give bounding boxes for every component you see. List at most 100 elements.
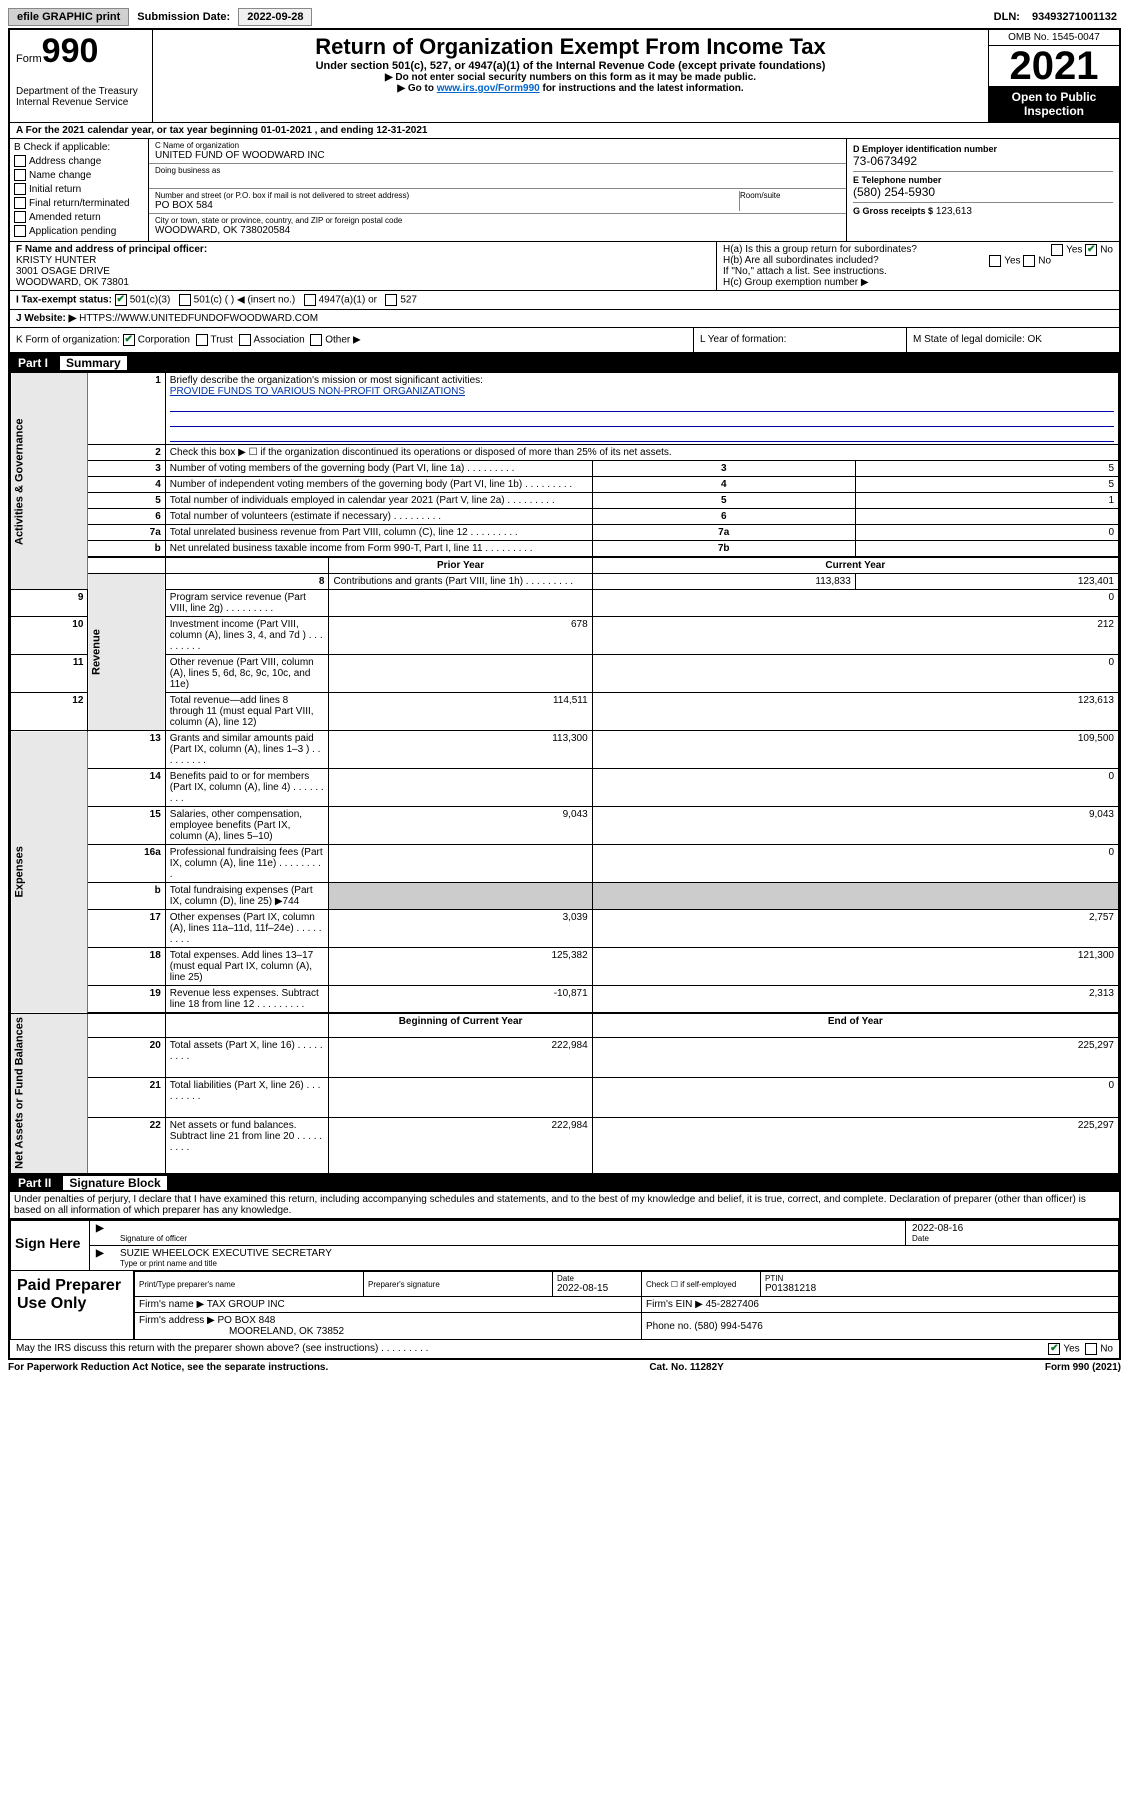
ha-no[interactable] xyxy=(1085,244,1097,256)
city-value: WOODWARD, OK 738020584 xyxy=(155,225,290,236)
part-ii-num: Part II xyxy=(18,1176,51,1190)
officer-name-value: SUZIE WHEELOCK EXECUTIVE SECRETARY xyxy=(120,1248,1112,1259)
dba-label: Doing business as xyxy=(155,166,840,175)
gross-value: 123,613 xyxy=(936,206,972,217)
line-9-prior xyxy=(329,590,592,617)
ha-label: H(a) Is this a group return for subordin… xyxy=(723,244,917,255)
line-12-desc: Total revenue—add lines 8 through 11 (mu… xyxy=(165,693,329,731)
irs-link[interactable]: www.irs.gov/Form990 xyxy=(437,83,540,94)
line-17-desc: Other expenses (Part IX, column (A), lin… xyxy=(165,910,329,948)
may-irs-no[interactable] xyxy=(1085,1343,1097,1355)
form-note-link: ▶ Go to www.irs.gov/Form990 for instruct… xyxy=(163,83,978,94)
line-3-num: 3 xyxy=(88,461,165,477)
form-number: 990 xyxy=(42,32,99,70)
line-18-num: 18 xyxy=(88,948,165,986)
check-501c[interactable] xyxy=(179,294,191,306)
hb-yes[interactable] xyxy=(989,255,1001,267)
line-14-desc: Benefits paid to or for members (Part IX… xyxy=(165,769,329,807)
check-corporation[interactable] xyxy=(123,334,135,346)
line-7a-val: 0 xyxy=(855,525,1118,541)
website-value: HTTPS://WWW.UNITEDFUNDOFWOODWARD.COM xyxy=(79,313,318,324)
check-527[interactable] xyxy=(385,294,397,306)
line-16a-current: 0 xyxy=(592,845,1118,883)
line-16b-num: b xyxy=(88,883,165,910)
check-final-return[interactable] xyxy=(14,197,26,209)
line-4-box: 4 xyxy=(592,477,855,493)
line-15-prior: 9,043 xyxy=(329,807,592,845)
line-19-num: 19 xyxy=(88,986,165,1014)
ptin-value: P01381218 xyxy=(765,1283,1114,1294)
hb-no[interactable] xyxy=(1023,255,1035,267)
check-name-change[interactable] xyxy=(14,169,26,181)
line-7a-num: 7a xyxy=(88,525,165,541)
form-word: Form xyxy=(16,53,42,65)
line-8-num: 8 xyxy=(165,574,329,590)
may-irs-yes[interactable] xyxy=(1048,1343,1060,1355)
line-10-current: 212 xyxy=(592,617,1118,655)
line-22-desc: Net assets or fund balances. Subtract li… xyxy=(165,1117,329,1173)
check-other[interactable] xyxy=(310,334,322,346)
lbl-final-return: Final return/terminated xyxy=(29,198,130,209)
line-9-current: 0 xyxy=(592,590,1118,617)
col-begin-year: Beginning of Current Year xyxy=(329,1013,592,1037)
check-address-change[interactable] xyxy=(14,155,26,167)
check-trust[interactable] xyxy=(196,334,208,346)
opt-other: Other ▶ xyxy=(325,335,360,346)
part-i-header: Part I Summary xyxy=(10,354,1119,372)
lbl-name-change: Name change xyxy=(29,170,91,181)
line-3-val: 5 xyxy=(855,461,1118,477)
dln-value: 93493271001132 xyxy=(1028,11,1121,23)
line-9-desc: Program service revenue (Part VIII, line… xyxy=(165,590,329,617)
check-initial-return[interactable] xyxy=(14,183,26,195)
line-5-val: 1 xyxy=(855,493,1118,509)
ha-yes[interactable] xyxy=(1051,244,1063,256)
ein-label: D Employer identification number xyxy=(853,144,1113,154)
line-20-end: 225,297 xyxy=(592,1037,1118,1077)
line-6-val xyxy=(855,509,1118,525)
line-17-current: 2,757 xyxy=(592,910,1118,948)
city-label: City or town, state or province, country… xyxy=(155,216,840,225)
lbl-address-change: Address change xyxy=(29,156,101,167)
org-name-label: C Name of organization xyxy=(155,141,840,150)
section-net-assets: Net Assets or Fund Balances xyxy=(11,1013,88,1174)
tel-label: E Telephone number xyxy=(853,175,1113,185)
efile-print-button[interactable]: efile GRAPHIC print xyxy=(8,8,129,26)
dept-treasury: Department of the Treasury xyxy=(16,86,146,97)
gross-label: G Gross receipts $ xyxy=(853,206,933,216)
top-toolbar: efile GRAPHIC print Submission Date: 202… xyxy=(8,8,1121,26)
line-11-current: 0 xyxy=(592,655,1118,693)
line-3-box: 3 xyxy=(592,461,855,477)
line-13-num: 13 xyxy=(88,731,165,769)
col-h-group: H(a) Is this a group return for subordin… xyxy=(717,242,1119,290)
opt-527: 527 xyxy=(400,295,417,306)
check-4947[interactable] xyxy=(304,294,316,306)
check-amended-return[interactable] xyxy=(14,211,26,223)
ein-value: 73-0673492 xyxy=(853,154,917,168)
row-j-website: J Website: ▶ HTTPS://WWW.UNITEDFUNDOFWOO… xyxy=(10,310,1119,328)
line-7a-box: 7a xyxy=(592,525,855,541)
part-i-table: Activities & Governance 1 Briefly descri… xyxy=(10,372,1119,1174)
may-irs-row: May the IRS discuss this return with the… xyxy=(10,1340,1119,1358)
opt-corporation: Corporation xyxy=(138,335,190,346)
line-7b-box: 7b xyxy=(592,541,855,558)
line-14-current: 0 xyxy=(592,769,1118,807)
inspect-line1: Open to Public xyxy=(1012,90,1097,104)
line-15-num: 15 xyxy=(88,807,165,845)
line-5-num: 5 xyxy=(88,493,165,509)
sig-date-value: 2022-08-16 xyxy=(912,1223,1112,1234)
page-footer: For Paperwork Reduction Act Notice, see … xyxy=(8,1360,1121,1373)
check-application-pending[interactable] xyxy=(14,225,26,237)
tax-year: 2021 xyxy=(989,46,1119,86)
firm-phone-value: (580) 994-5476 xyxy=(694,1321,762,1332)
irs-label: Internal Revenue Service xyxy=(16,97,146,108)
section-governance: Activities & Governance xyxy=(11,373,88,590)
check-501c3[interactable] xyxy=(115,294,127,306)
line-9-num: 9 xyxy=(11,590,88,617)
submission-date-value: 2022-09-28 xyxy=(238,8,312,26)
line-2-desc: Check this box ▶ ☐ if the organization d… xyxy=(165,445,1118,461)
line-21-num: 21 xyxy=(88,1077,165,1117)
opt-501c: 501(c) ( ) ◀ (insert no.) xyxy=(194,295,296,306)
part-ii-header: Part II Signature Block xyxy=(10,1174,1119,1192)
line-7b-num: b xyxy=(88,541,165,558)
check-association[interactable] xyxy=(239,334,251,346)
